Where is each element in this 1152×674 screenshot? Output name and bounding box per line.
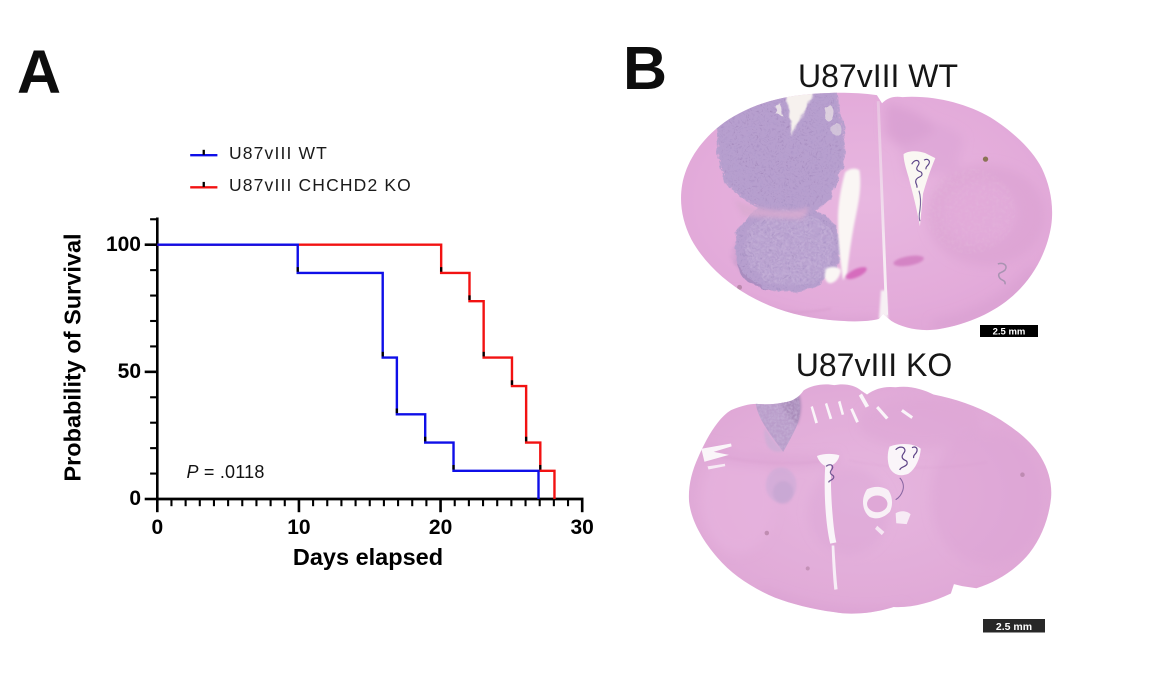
- svg-text:2.5 mm: 2.5 mm: [996, 621, 1032, 633]
- svg-text:2.5 mm: 2.5 mm: [993, 326, 1026, 337]
